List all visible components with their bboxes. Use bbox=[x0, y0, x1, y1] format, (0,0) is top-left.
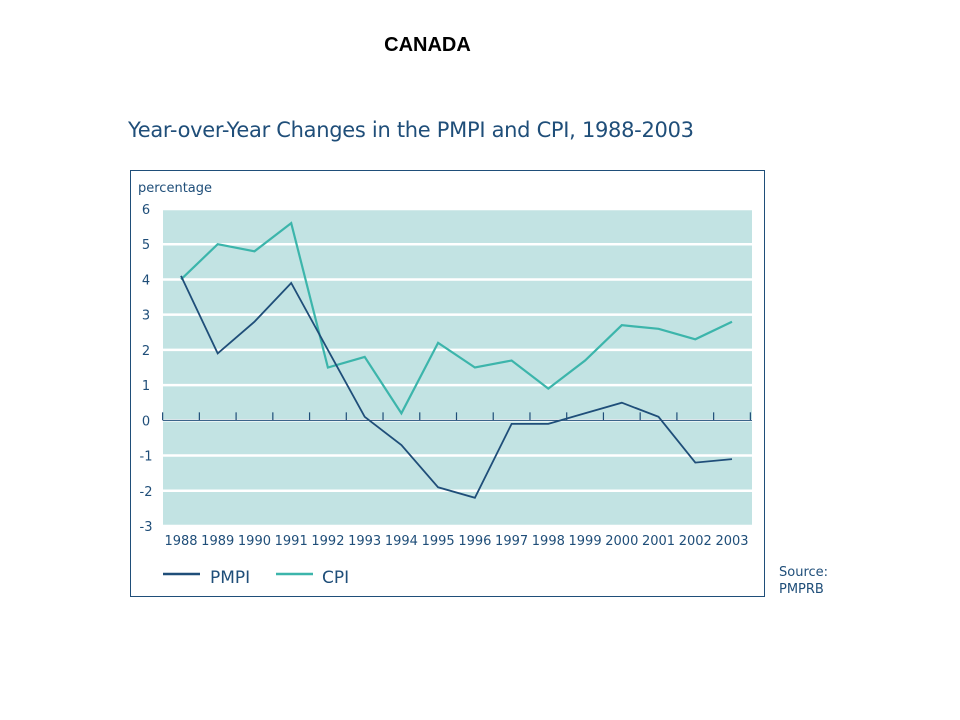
legend-label-pmpi: PMPI bbox=[210, 568, 250, 588]
series-line-cpi bbox=[180, 221, 733, 416]
x-tick-label: 1990 bbox=[238, 534, 271, 549]
plot-band bbox=[163, 279, 752, 315]
x-tick-label: 2002 bbox=[679, 534, 712, 549]
y-axis-label: percentage bbox=[138, 181, 212, 196]
x-tick-label: 1989 bbox=[201, 534, 234, 549]
x-tick-label: 1992 bbox=[311, 534, 344, 549]
x-tick-label: 1997 bbox=[495, 534, 528, 549]
y-tick-label: -3 bbox=[140, 520, 153, 535]
page-country-heading: CANADA bbox=[384, 34, 471, 56]
plot-band bbox=[163, 490, 752, 526]
y-tick-label: 5 bbox=[142, 238, 150, 253]
x-tick-label: 2003 bbox=[715, 534, 748, 549]
y-tick-label: 0 bbox=[142, 414, 150, 429]
x-tick-label: 1995 bbox=[422, 534, 455, 549]
plot-band bbox=[163, 385, 752, 421]
plot-band bbox=[163, 244, 752, 280]
y-tick-label: 3 bbox=[142, 309, 150, 324]
x-tick-label: 2001 bbox=[642, 534, 675, 549]
series-line-pmpi bbox=[180, 275, 733, 499]
x-tick-label: 1991 bbox=[275, 534, 308, 549]
series-lines bbox=[180, 221, 733, 499]
x-tick-label: 1999 bbox=[569, 534, 602, 549]
chart-title: Year-over-Year Changes in the PMPI and C… bbox=[128, 118, 694, 142]
plot-band bbox=[163, 314, 752, 350]
source-value: PMPRB bbox=[779, 582, 824, 597]
y-tick-label: 6 bbox=[142, 203, 150, 218]
plot-bands bbox=[163, 209, 752, 526]
y-axis-tick-labels: 6 5 4 3 2 1 0 -1 -2 -3 bbox=[140, 203, 153, 535]
y-tick-label: 1 bbox=[142, 379, 150, 394]
plot-band bbox=[163, 209, 752, 245]
x-tick-label: 1996 bbox=[458, 534, 491, 549]
y-tick-label: -2 bbox=[140, 485, 153, 500]
x-tick-label: 1998 bbox=[532, 534, 565, 549]
x-tick-label: 2000 bbox=[605, 534, 638, 549]
source-label: Source: bbox=[779, 565, 829, 580]
y-tick-label: 4 bbox=[142, 273, 150, 288]
y-tick-label: 2 bbox=[142, 344, 150, 359]
x-axis-tick-labels: 1988 1989 1990 1991 1992 1993 1994 1995 1996 1997… bbox=[164, 534, 748, 549]
gridlines bbox=[163, 207, 752, 528]
source-note: Source: PMPRB bbox=[779, 564, 828, 598]
x-tick-label: 1994 bbox=[385, 534, 418, 549]
x-axis-ticks bbox=[162, 412, 751, 421]
legend: PMPI CPI bbox=[163, 568, 349, 588]
plot-band bbox=[163, 420, 752, 456]
plot-band bbox=[163, 455, 752, 491]
x-tick-label: 1993 bbox=[348, 534, 381, 549]
legend-label-cpi: CPI bbox=[322, 568, 349, 588]
y-tick-label: -1 bbox=[140, 450, 153, 465]
x-tick-label: 1988 bbox=[164, 534, 197, 549]
